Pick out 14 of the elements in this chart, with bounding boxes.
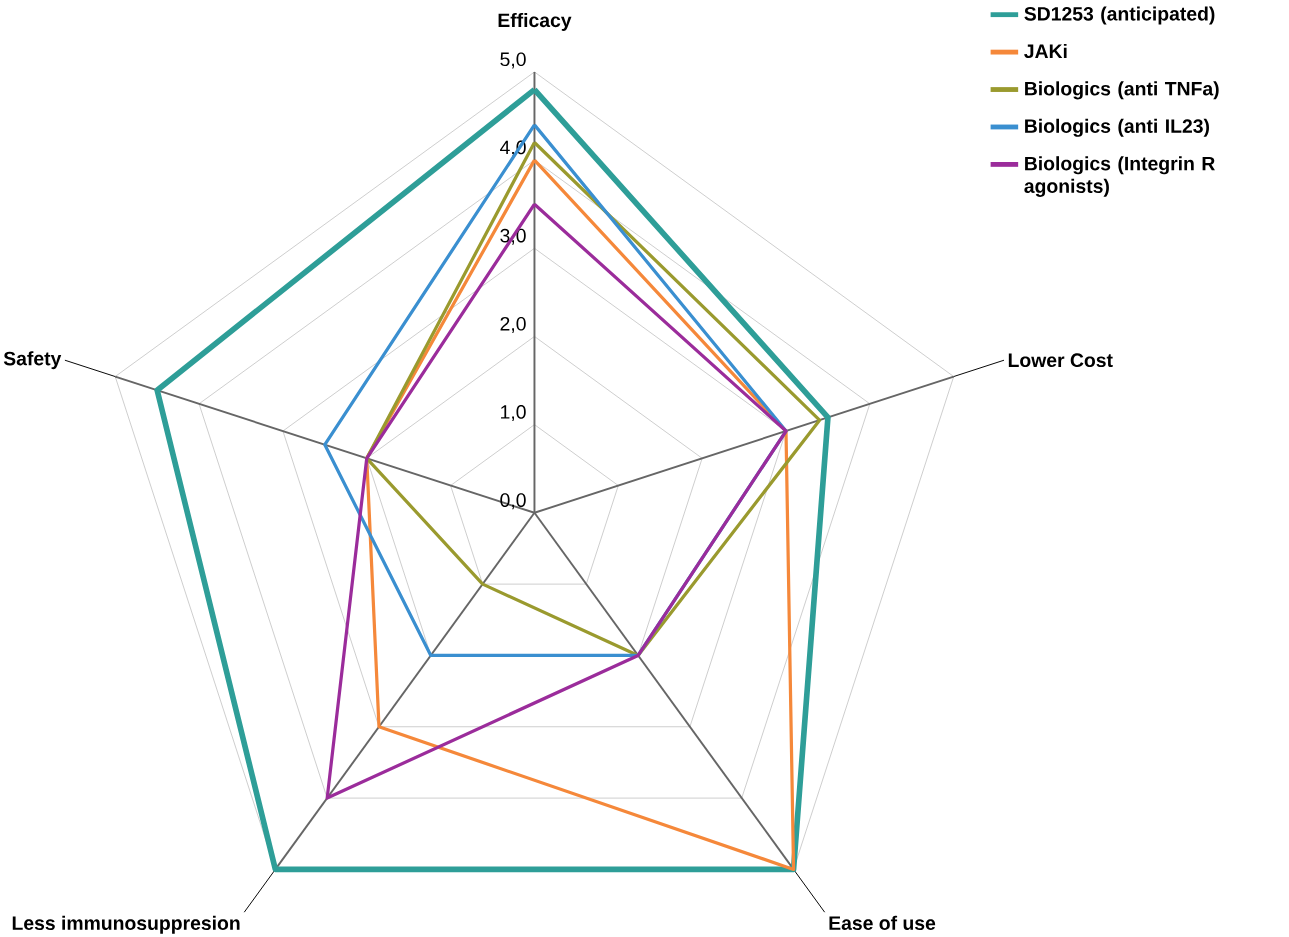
spoke-label: Ease of use	[829, 915, 936, 930]
legend-label: JAKi	[1024, 43, 1067, 59]
spoke-label: Less immunosuppresion	[12, 915, 240, 934]
spoke-label: Lower Cost	[1008, 353, 1113, 368]
spoke-label: Efficacy	[498, 12, 572, 31]
spoke-label: Safety	[3, 351, 62, 370]
legend-label: Biologics (anti TNFa)	[1025, 81, 1219, 100]
legend-label: Biologics (anti IL23)	[1025, 118, 1209, 137]
y-tick-label: 1,0	[501, 405, 526, 422]
legend-label: Biologics (Integrin R agonists)	[1024, 156, 1215, 197]
y-tick-label: 0,0	[500, 493, 526, 510]
legend-label: SD1253 (anticipated)	[1024, 6, 1215, 25]
y-tick-label: 2,0	[500, 316, 526, 333]
y-tick-label: 5,0	[500, 52, 526, 69]
